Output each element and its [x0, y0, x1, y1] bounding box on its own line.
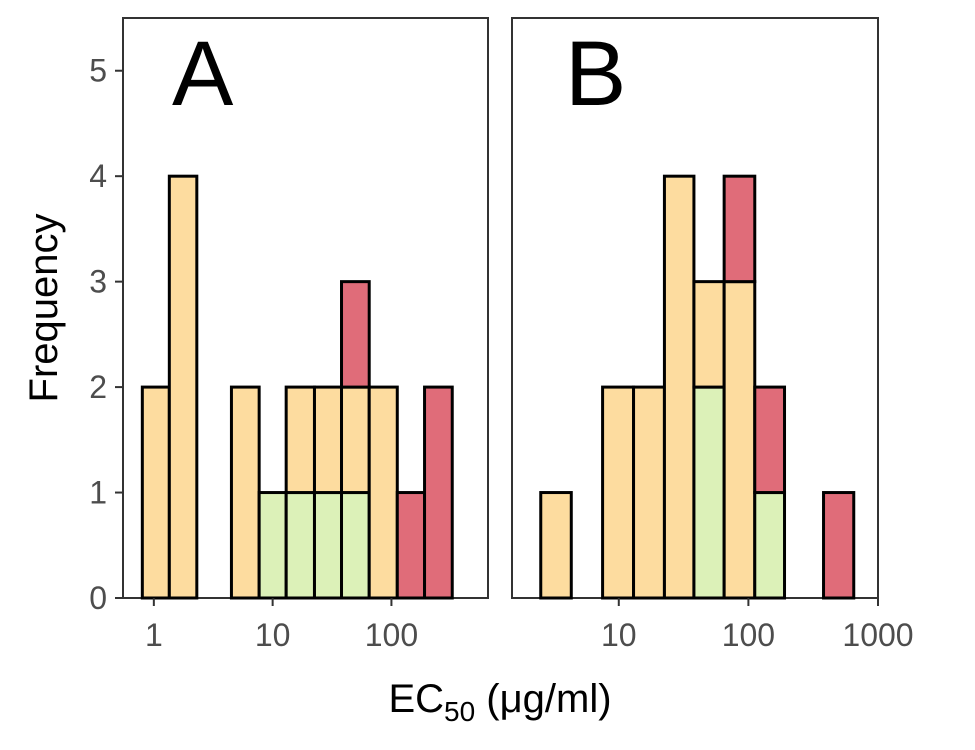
panel-a-bar-0-orange [140, 385, 171, 600]
panel-a-tag: A [172, 23, 234, 125]
panel-b-bar-6-green [753, 491, 787, 600]
panel-a-bar-4-green [284, 491, 316, 600]
x-tick-label-a-0: 1 [145, 617, 163, 653]
panel-a-bar-6-green [340, 491, 371, 600]
y-axis: 0 1 2 3 4 5 [89, 53, 123, 616]
panel-b: B [511, 17, 879, 600]
panel-a-bar-6-red [340, 280, 371, 389]
x-axis-title-subscript: 50 [444, 696, 475, 727]
y-axis-title: Frequency [22, 214, 66, 403]
panel-a-bar-7-orange [367, 385, 399, 600]
y-tick-label-0: 0 [89, 580, 107, 616]
panel-a-bar-9-red [423, 385, 454, 600]
panel-b-bar-7-red [822, 491, 856, 600]
panel-b-bar-1-orange [601, 385, 636, 600]
panel-b-bar-3-orange [662, 174, 696, 600]
x-axis-title-units: (μg/ml) [475, 677, 611, 721]
panel-b-bar-0-orange [539, 491, 573, 600]
y-tick-label-3: 3 [89, 264, 107, 300]
panel-b-bar-5-red [722, 174, 757, 284]
panel-b-bar-6-red [753, 385, 787, 495]
panel-b-bar-5-orange [722, 280, 757, 600]
panel-a-bar-1-orange [167, 174, 199, 600]
y-tick-label-2: 2 [89, 369, 107, 405]
panel-a-bar-3-green [257, 491, 288, 600]
x-axis-title: EC50 (μg/ml) [388, 677, 611, 727]
panel-a-bar-6-orange [340, 385, 371, 495]
panel-a: A [122, 17, 489, 600]
panel-b-bar-4-orange [692, 280, 726, 389]
panel-a-bar-8-red [395, 491, 427, 600]
x-tick-label-a-2: 100 [365, 617, 418, 653]
panel-b-tag: B [565, 23, 626, 125]
panel-b-bars [539, 174, 856, 600]
y-tick-label-4: 4 [89, 158, 107, 194]
panel-a-bar-4-orange [284, 385, 316, 495]
y-tick-label-1: 1 [89, 475, 107, 511]
panel-a-bar-2-orange [229, 385, 261, 600]
x-axis-a: 1 10 100 [145, 598, 418, 653]
x-tick-label-a-1: 10 [255, 617, 291, 653]
x-tick-label-b-0: 10 [601, 617, 637, 653]
x-tick-label-b-2: 1000 [842, 617, 913, 653]
y-tick-label-5: 5 [89, 53, 107, 89]
panel-b-bar-4-green [692, 385, 726, 600]
x-axis-title-main: EC [388, 677, 444, 721]
panel-a-bar-5-green [312, 491, 344, 600]
panel-a-bar-5-orange [312, 385, 344, 495]
x-axis-b: 10 100 1000 [601, 598, 914, 653]
x-tick-label-b-1: 100 [722, 617, 775, 653]
panel-a-bars [140, 174, 454, 600]
panel-b-bar-2-orange [632, 385, 666, 600]
